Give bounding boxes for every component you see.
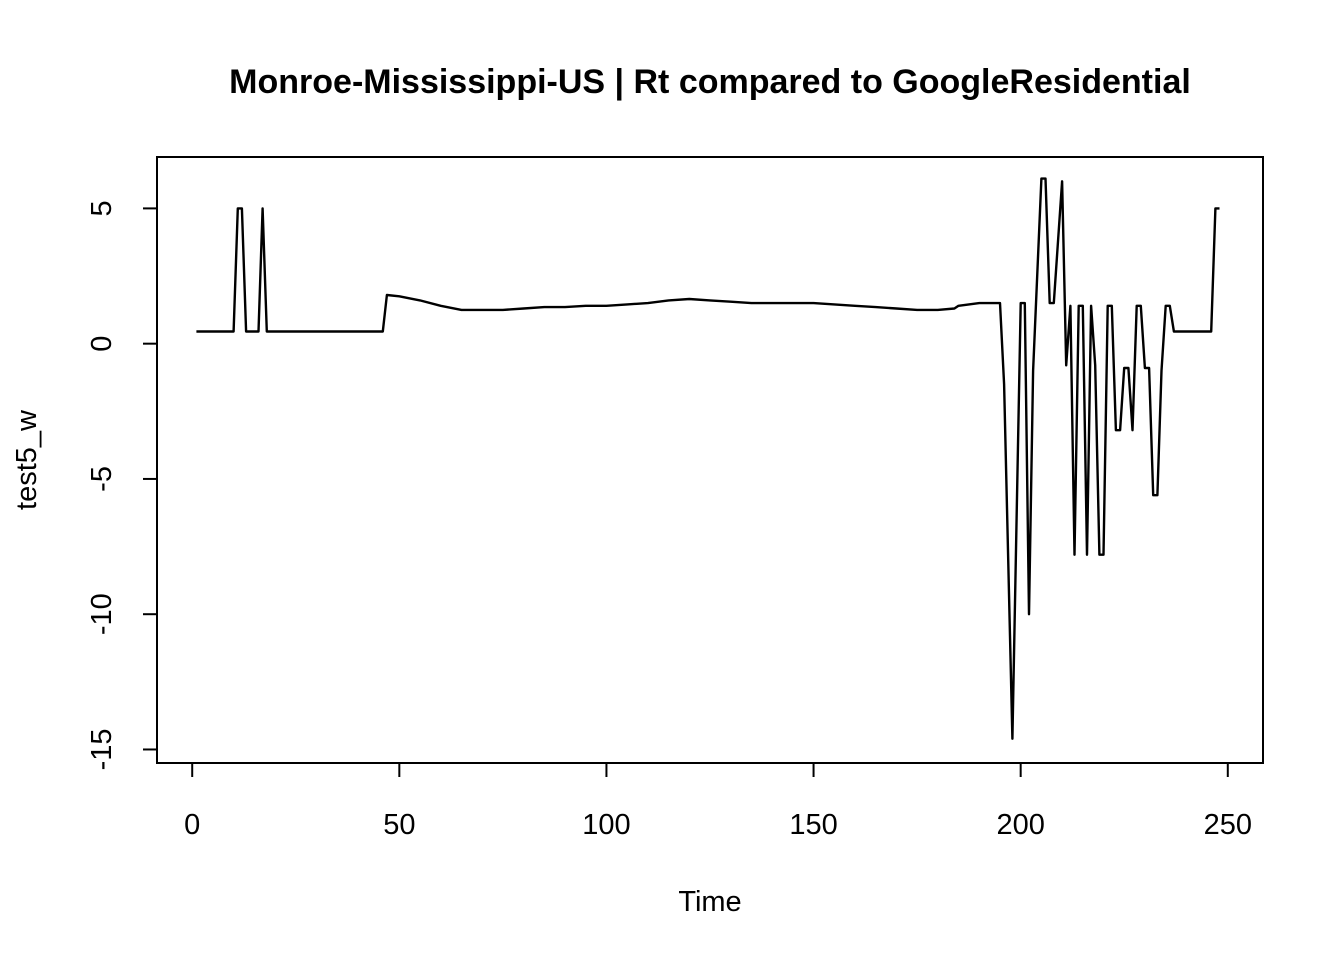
series-line — [196, 177, 1220, 740]
y-tick-label: -15 — [86, 729, 118, 771]
x-tick-label: 0 — [184, 809, 200, 841]
x-tick-label: 150 — [789, 809, 837, 841]
chart-title: Monroe-Mississippi-US | Rt compared to G… — [229, 63, 1191, 101]
x-tick-label: 50 — [383, 809, 415, 841]
y-tick-label: 5 — [86, 200, 118, 216]
y-axis: -15 -10 -5 0 5 — [86, 200, 157, 770]
y-tick-label: 0 — [86, 336, 118, 352]
plot-frame — [156, 156, 1264, 764]
y-tick-label: -10 — [86, 593, 118, 635]
x-axis-label: Time — [678, 886, 741, 918]
x-tick-label: 100 — [582, 809, 630, 841]
y-tick-label: -5 — [86, 466, 118, 492]
x-tick-label: 200 — [996, 809, 1044, 841]
x-axis: 0 50 100 150 200 250 — [184, 763, 1252, 841]
y-axis-label: test5_w — [11, 409, 43, 510]
x-tick-label: 250 — [1204, 809, 1252, 841]
